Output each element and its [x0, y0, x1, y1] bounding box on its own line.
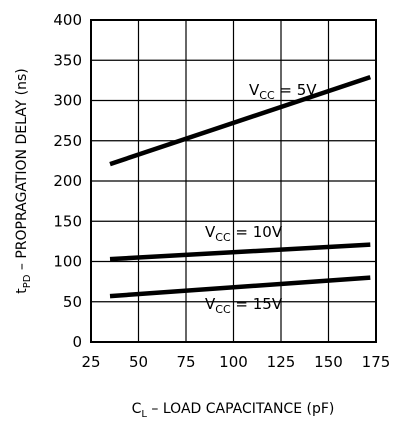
y-tick-label-150: 150: [53, 212, 82, 230]
series-label-15v-sub: CC: [215, 303, 231, 316]
x-tick-label-75: 75: [176, 353, 195, 371]
y-tick-label-50: 50: [63, 293, 82, 311]
series-label-10v-sub: CC: [215, 231, 231, 244]
series-line-vcc-5v: [109, 75, 372, 167]
y-axis-label-sub: PD: [22, 274, 33, 288]
x-tick-label-50: 50: [129, 353, 148, 371]
x-tick-label-150: 150: [314, 353, 343, 371]
x-tick-label-175: 175: [362, 353, 391, 371]
y-tick-label-350: 350: [53, 51, 82, 69]
series-label-5v-main: V: [249, 81, 260, 99]
x-axis-label-rest: – LOAD CAPACITANCE (pF): [147, 401, 334, 417]
series-line-vcc-10v: [109, 242, 371, 262]
series-label-10v-rest: = 10V: [231, 223, 283, 241]
series-line-vcc-15v: [109, 275, 371, 299]
series-label-5v-rest: = 5V: [275, 81, 318, 99]
x-tick-label-25: 25: [81, 353, 100, 371]
y-tick-label-100: 100: [53, 253, 82, 271]
y-tick-label-0: 0: [72, 333, 82, 351]
series-label-5v: VCC = 5V: [249, 81, 317, 102]
y-axis-label: tPD – PROPRAGATION DELAY (ns): [14, 68, 33, 294]
y-axis-label-rest: – PROPRAGATION DELAY (ns): [14, 68, 30, 274]
x-tick-label-100: 100: [219, 353, 248, 371]
y-axis-label-main: t: [14, 288, 30, 294]
series-label-10v-main: V: [205, 223, 216, 241]
x-tick-label-125: 125: [267, 353, 296, 371]
series-label-10v: VCC = 10V: [205, 223, 283, 244]
x-axis-label: CL – LOAD CAPACITANCE (pF): [132, 401, 335, 420]
grid: [90, 19, 377, 343]
series-label-5v-sub: CC: [259, 89, 275, 102]
y-tick-label-250: 250: [53, 132, 82, 150]
x-tick-labels: 25 50 75 100 125 150 175: [81, 353, 390, 371]
x-axis-label-sub: L: [141, 409, 147, 420]
x-axis-label-main: C: [132, 401, 142, 417]
y-tick-label-400: 400: [53, 11, 82, 29]
series-label-15v-rest: = 15V: [231, 295, 283, 313]
series-label-15v-main: V: [205, 295, 216, 313]
y-tick-labels: 0 50 100 150 200 250 300 350 400: [53, 11, 82, 351]
y-tick-label-300: 300: [53, 92, 82, 110]
series-label-15v: VCC = 15V: [205, 295, 283, 316]
y-tick-label-200: 200: [53, 172, 82, 190]
plot-frame: [90, 19, 377, 343]
series-lines: [109, 75, 372, 299]
